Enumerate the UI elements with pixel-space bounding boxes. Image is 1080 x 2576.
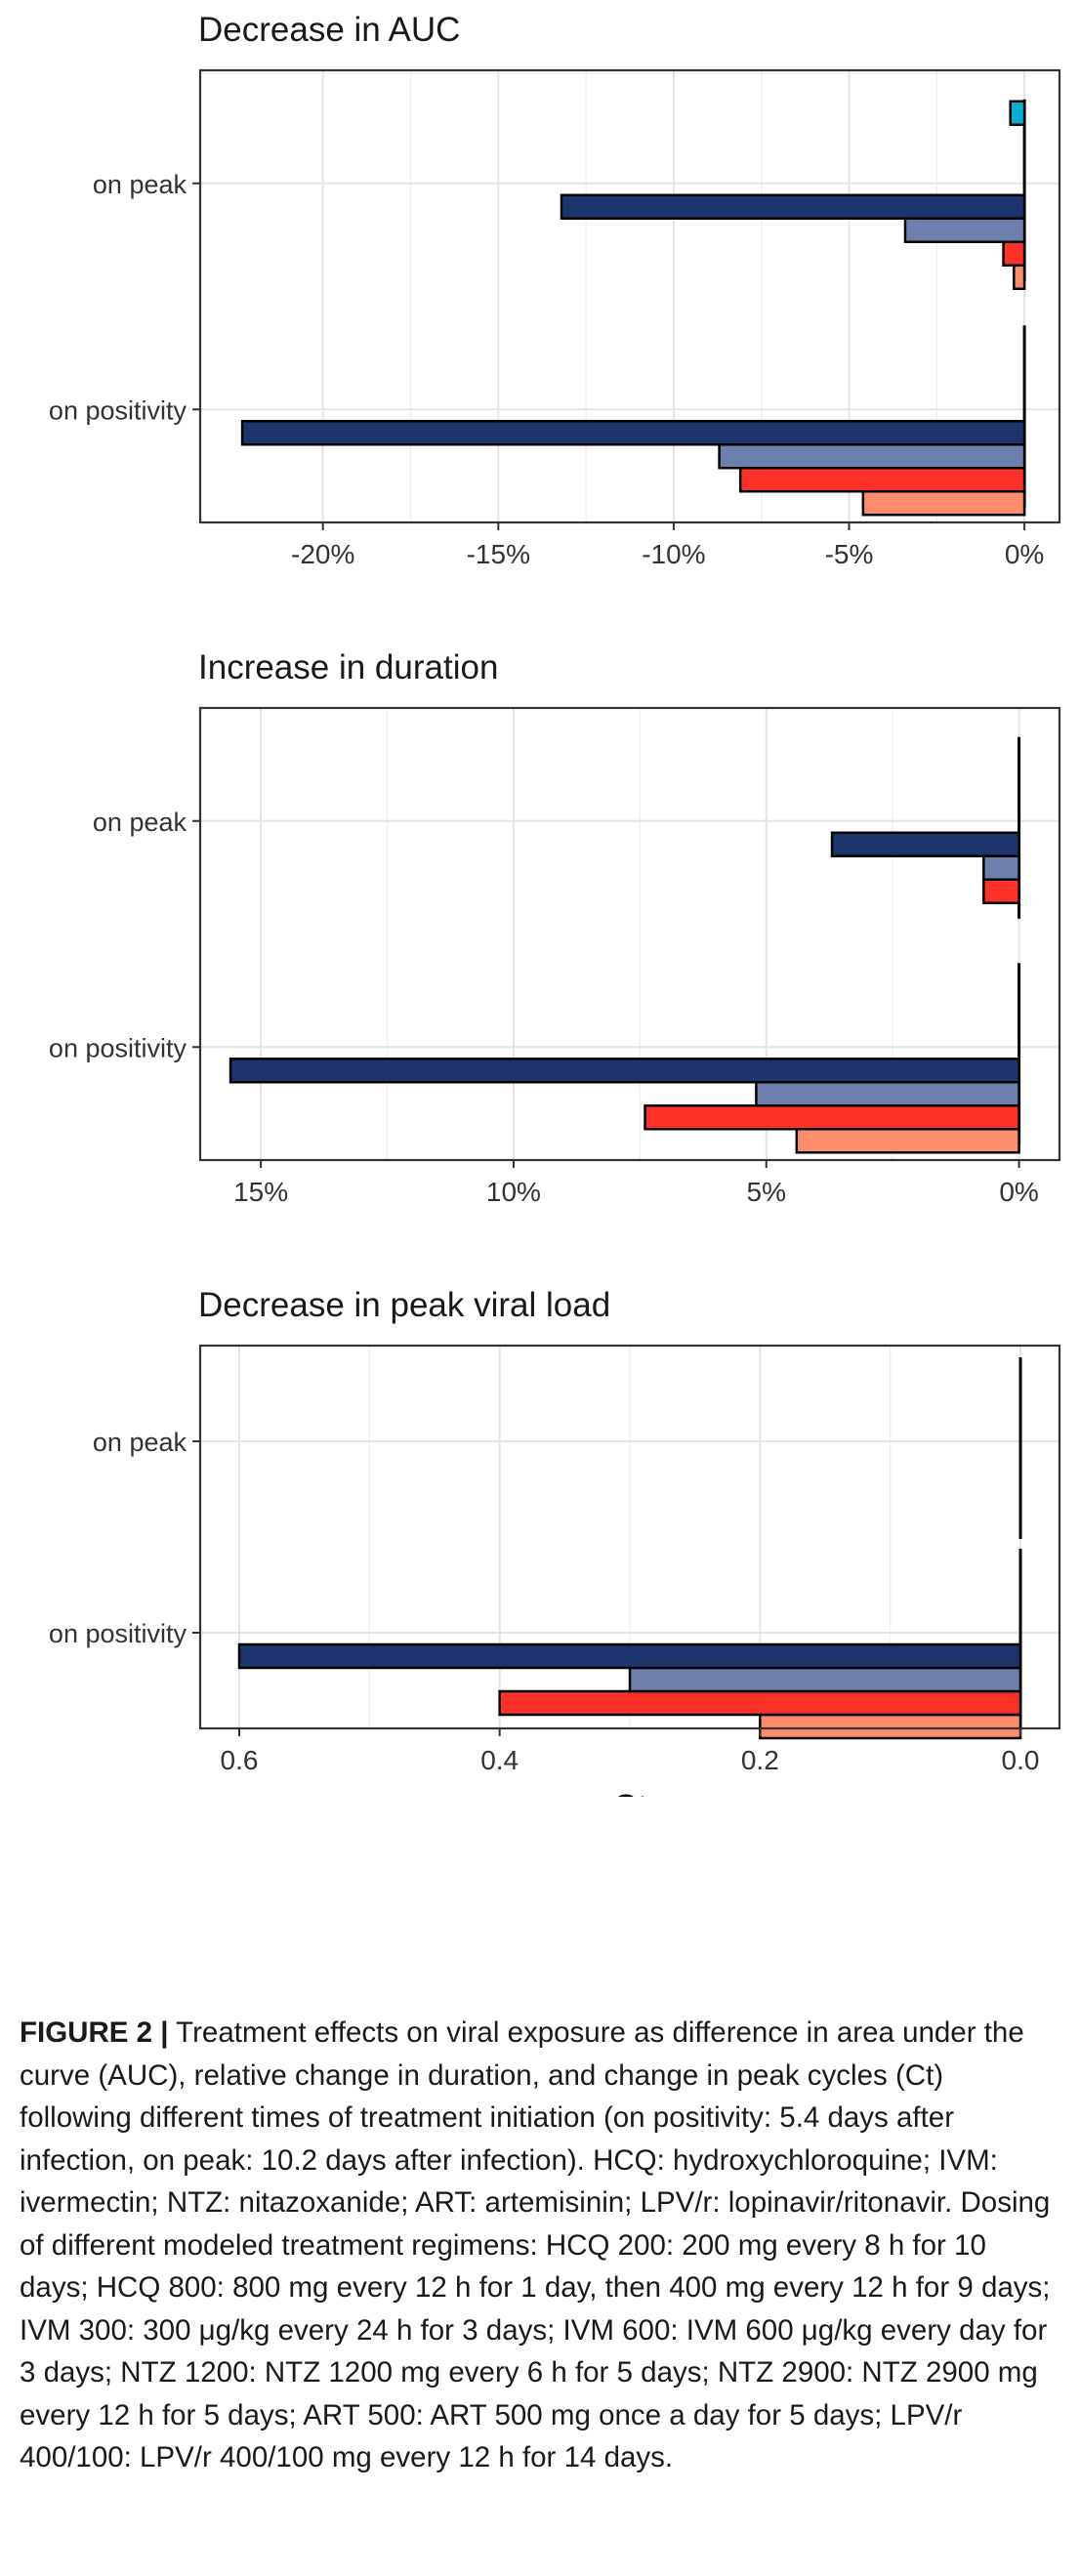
bar-hcq-800 xyxy=(983,880,1018,903)
chart-panel-2: Increase in duration on peak on positivity… xyxy=(49,648,1059,1207)
y-tick-label: on positivity xyxy=(49,395,187,425)
chart-title: Increase in duration xyxy=(198,648,498,686)
figure: Decrease in AUC on peak on positivity -20% -… xyxy=(0,0,1080,1797)
caption-text: Treatment effects on viral exposure as d… xyxy=(20,2016,1050,2473)
x-tick-label: 10% xyxy=(486,1177,541,1207)
bar-ivm-600 xyxy=(242,421,1024,444)
bar-hcq-200 xyxy=(760,1715,1020,1738)
x-tick-label: -10% xyxy=(642,539,705,569)
bar-ivm-300 xyxy=(630,1668,1020,1691)
chart-title: Decrease in AUC xyxy=(198,11,460,49)
x-tick-label: 0.6 xyxy=(221,1745,259,1775)
bar-ivm-300 xyxy=(720,444,1024,468)
chart-panel-1: Decrease in AUC on peak on positivity -20% -… xyxy=(49,11,1059,569)
bar-hcq-800 xyxy=(500,1691,1020,1715)
caption-label: FIGURE 2 | xyxy=(20,2016,169,2049)
x-tick-label: 0.2 xyxy=(741,1745,779,1775)
x-tick-label: 15% xyxy=(233,1177,288,1207)
figure-caption: FIGURE 2 | Treatment effects on viral ex… xyxy=(20,2012,1060,2479)
x-tick-label: 0% xyxy=(999,1177,1038,1207)
bar-ivm-300 xyxy=(983,856,1018,880)
x-tick-label: 0.4 xyxy=(480,1745,519,1775)
bar-hcq-200 xyxy=(1014,266,1024,289)
bar-ivm-300 xyxy=(756,1082,1018,1105)
bar-hcq-800 xyxy=(1004,242,1025,266)
x-tick-label: -15% xyxy=(467,539,530,569)
bar-ivm-300 xyxy=(905,219,1024,242)
y-tick-label: on peak xyxy=(93,170,187,199)
y-tick-label: on positivity xyxy=(49,1033,187,1062)
y-tick-label: on peak xyxy=(93,808,187,837)
bar-hcq-800 xyxy=(740,468,1024,491)
x-tick-label: 0% xyxy=(1005,539,1044,569)
x-tick-label: 5% xyxy=(747,1177,786,1207)
x-tick-label: 0.0 xyxy=(1002,1745,1040,1775)
bar-hcq-200 xyxy=(797,1129,1019,1152)
y-tick-label: on positivity xyxy=(49,1619,187,1648)
x-axis-title: Ct xyxy=(612,1787,647,1797)
bar-hcq-800 xyxy=(645,1105,1019,1129)
bar-ivm-600 xyxy=(561,195,1024,219)
bar-ivm-600 xyxy=(239,1644,1020,1668)
bar-lpv-r-400-100 xyxy=(1011,102,1024,125)
chart-title: Decrease in peak viral load xyxy=(198,1286,610,1324)
chart-panel-3: Decrease in peak viral load on peak on pos… xyxy=(49,1286,1059,1797)
x-tick-label: -5% xyxy=(825,539,874,569)
bar-ivm-600 xyxy=(230,1059,1019,1082)
y-tick-label: on peak xyxy=(93,1428,187,1457)
bar-ivm-600 xyxy=(832,833,1019,856)
x-tick-label: -20% xyxy=(291,539,354,569)
bar-hcq-200 xyxy=(863,491,1024,515)
